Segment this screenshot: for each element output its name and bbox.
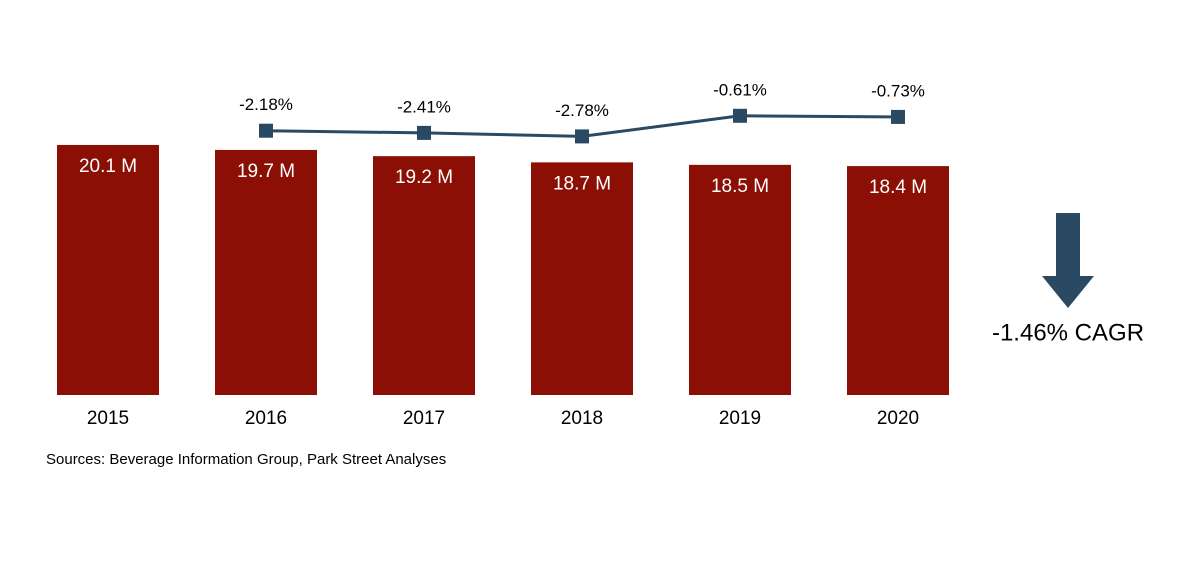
x-tick-label: 2016	[245, 408, 287, 429]
x-tick-label: 2019	[719, 408, 761, 429]
bar	[847, 166, 949, 395]
growth-label: -2.78%	[555, 101, 609, 120]
growth-marker	[417, 125, 431, 140]
growth-marker	[891, 109, 905, 124]
x-tick-label: 2015	[87, 408, 129, 429]
bar-value-label: 18.5 M	[711, 176, 769, 197]
x-tick-label: 2018	[561, 408, 603, 429]
down-arrow	[1042, 213, 1094, 308]
growth-label: -2.18%	[239, 95, 293, 114]
bar-value-label: 19.7 M	[237, 161, 295, 182]
growth-label: -0.61%	[713, 80, 767, 99]
bar	[689, 164, 791, 395]
source-note: Sources: Beverage Information Group, Par…	[46, 451, 446, 468]
bar-value-label: 18.4 M	[869, 177, 927, 198]
growth-marker	[575, 129, 589, 144]
x-tick-label: 2020	[877, 408, 919, 429]
bar	[531, 162, 633, 395]
bar	[373, 156, 475, 395]
growth-marker	[259, 123, 273, 138]
bar-value-label: 19.2 M	[395, 167, 453, 188]
bar	[215, 149, 317, 395]
bar-value-label: 18.7 M	[553, 173, 611, 194]
growth-marker	[733, 108, 747, 123]
cagr-annotation: -1.46% CAGR	[992, 319, 1144, 346]
bar-value-label: 20.1 M	[79, 156, 137, 177]
growth-label: -2.41%	[397, 97, 451, 116]
growth-label: -0.73%	[871, 81, 925, 100]
x-tick-label: 2017	[403, 408, 445, 429]
bar	[57, 144, 159, 395]
